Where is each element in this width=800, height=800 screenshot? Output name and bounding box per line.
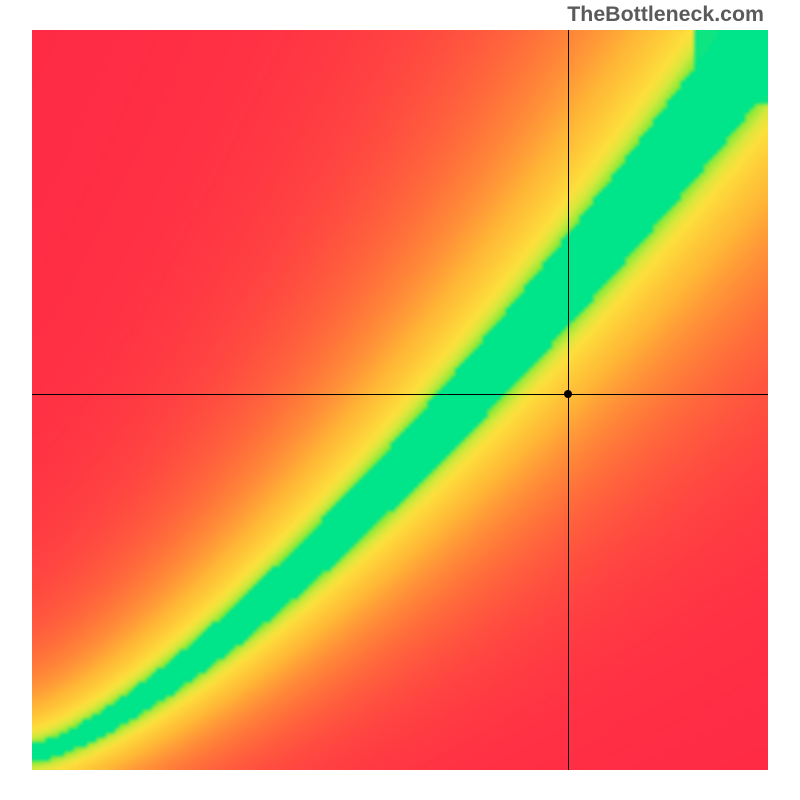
crosshair-marker (564, 390, 572, 398)
heatmap-canvas (32, 30, 768, 770)
attribution-text: TheBottleneck.com (567, 2, 764, 27)
crosshair-vertical (568, 30, 569, 770)
crosshair-horizontal (32, 394, 768, 395)
chart-container: TheBottleneck.com (0, 0, 800, 800)
